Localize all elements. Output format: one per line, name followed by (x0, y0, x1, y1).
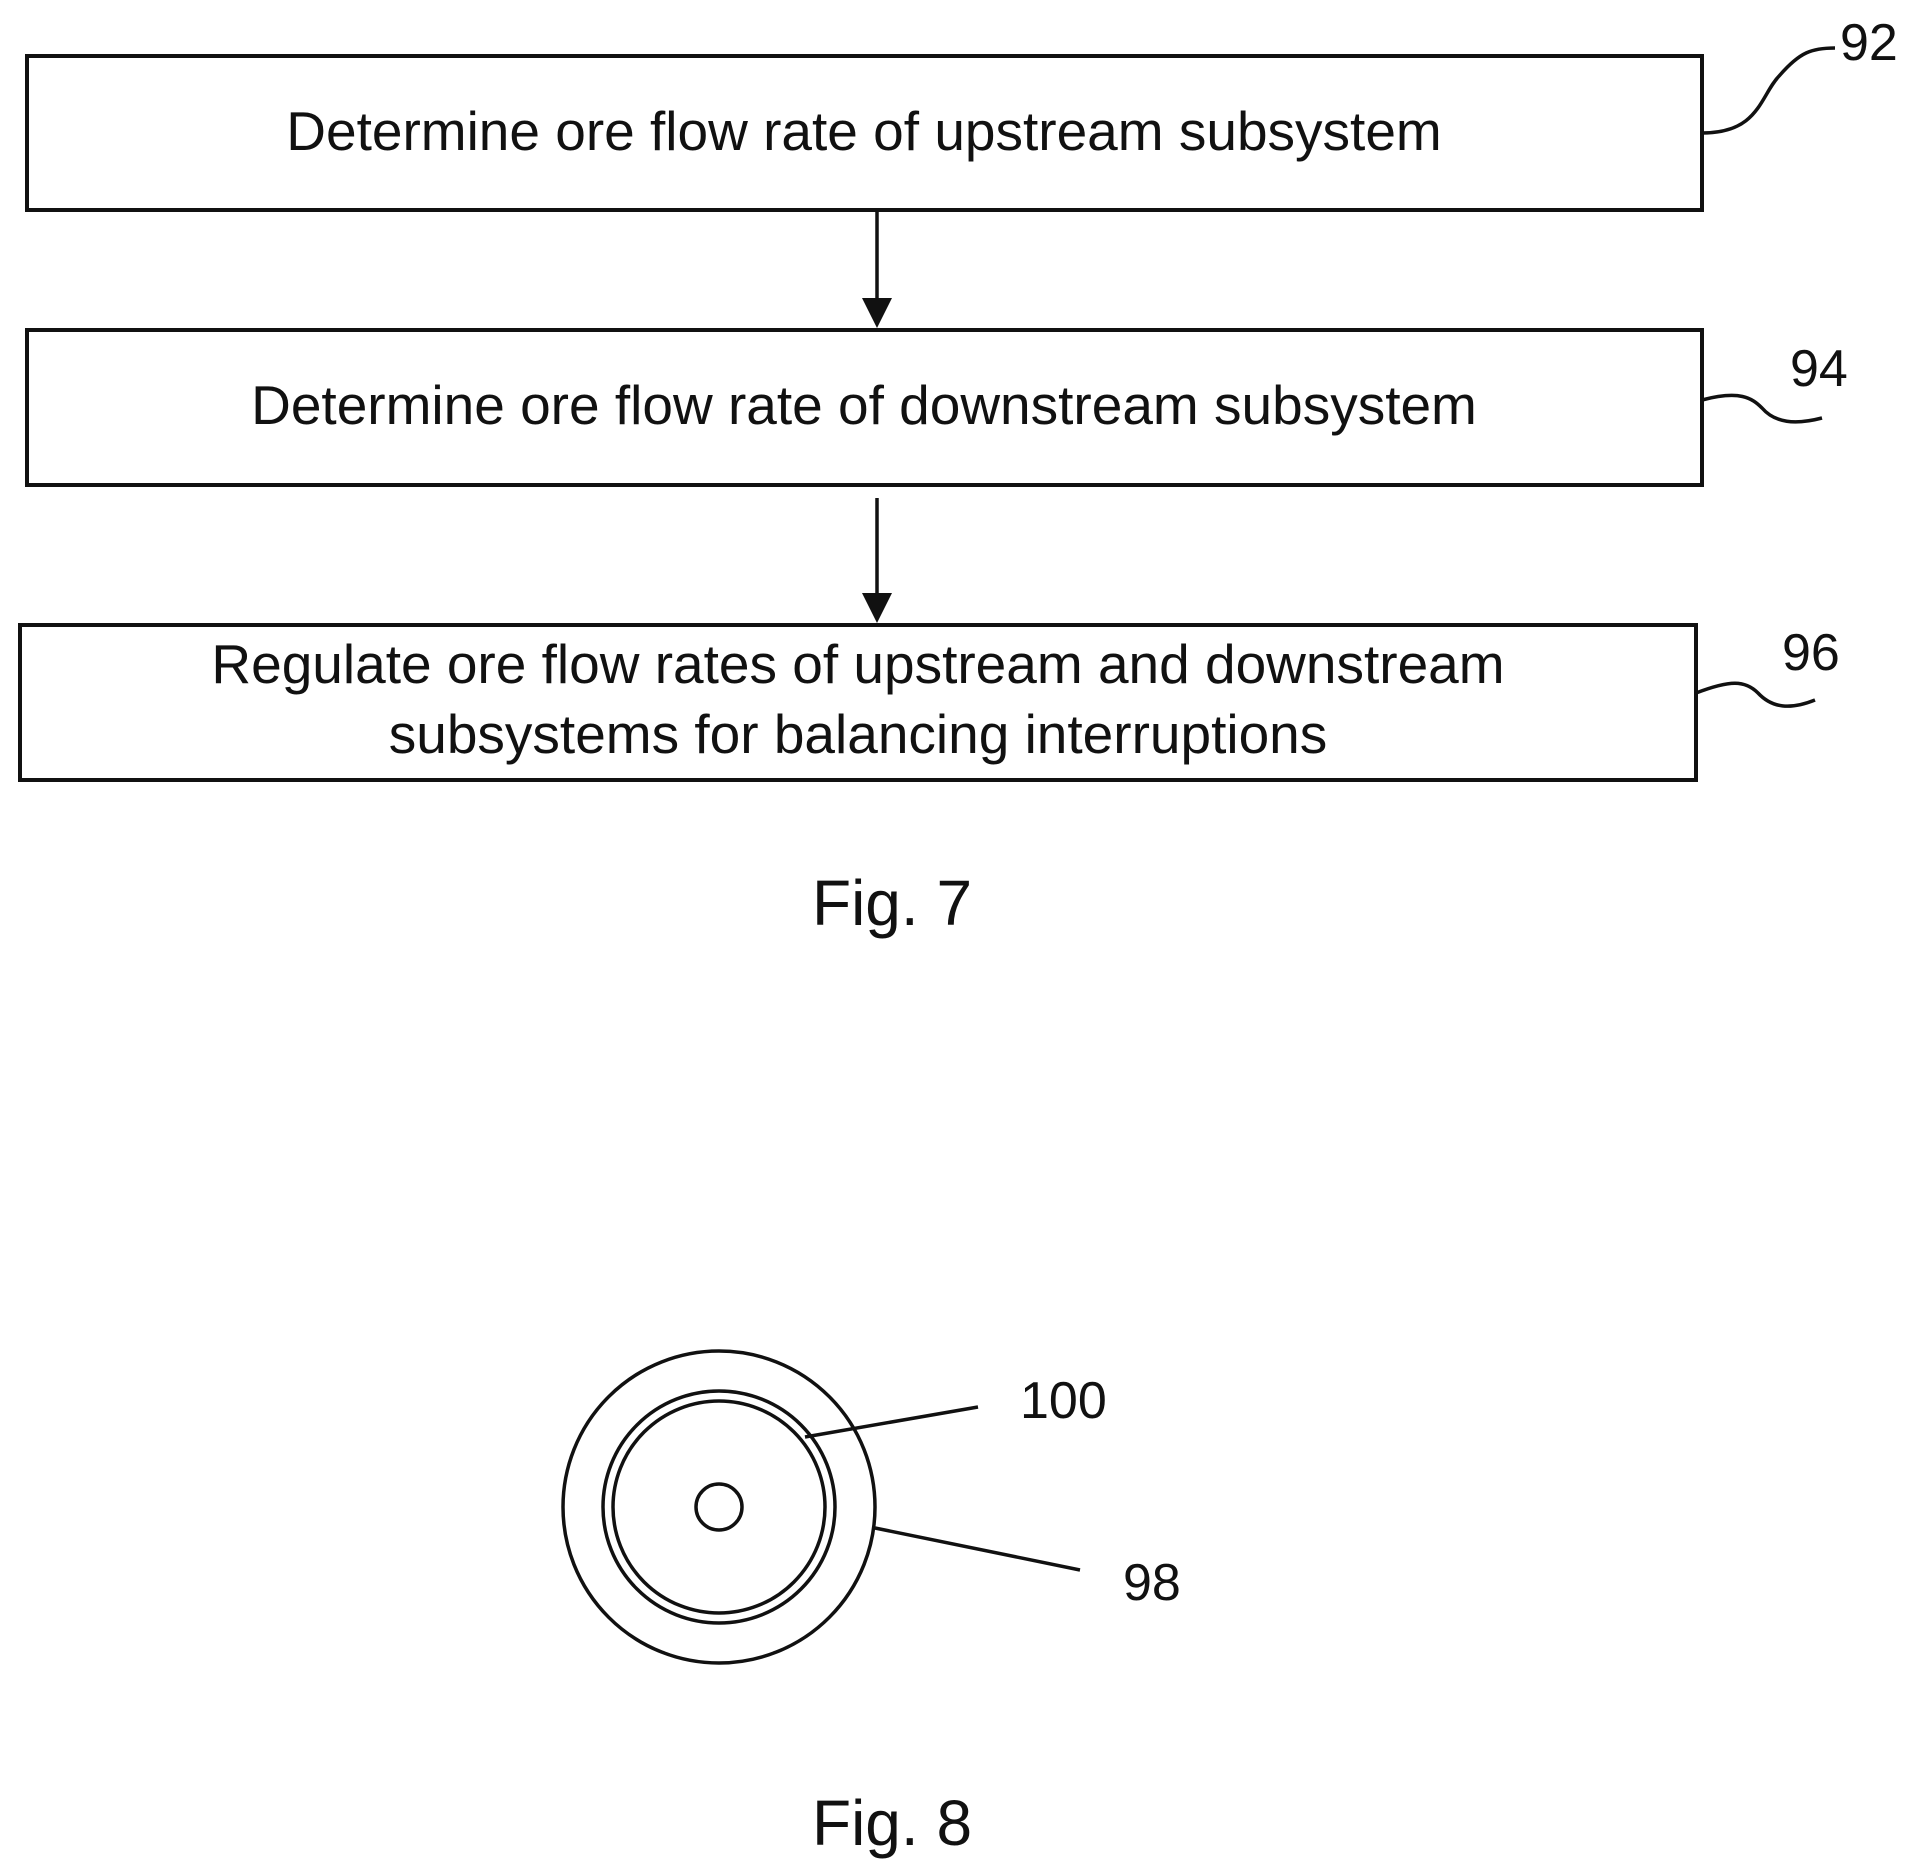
step-94-text: Determine ore flow rate of downstream su… (251, 374, 1477, 436)
ref-96-label: 96 (1782, 624, 1840, 682)
fig8-cross-section: 100 98 Fig. 8 (563, 1351, 1181, 1859)
fig7-flowchart: Determine ore flow rate of upstream subs… (20, 14, 1898, 939)
step-96-text-line1: Regulate ore flow rates of upstream and … (211, 633, 1504, 695)
ref-92-label: 92 (1840, 14, 1898, 72)
middle-ring-100-inner (613, 1401, 825, 1613)
ref-98-label: 98 (1123, 1554, 1181, 1612)
ref-94-label: 94 (1790, 340, 1848, 398)
ref-100-label: 100 (1020, 1372, 1107, 1430)
fig8-caption: Fig. 8 (812, 1787, 972, 1859)
step-92-text: Determine ore flow rate of upstream subs… (286, 100, 1441, 162)
step-96: Regulate ore flow rates of upstream and … (20, 624, 1840, 780)
arrow-94-to-96 (862, 498, 892, 623)
center-hole (696, 1484, 742, 1530)
outer-ring-98 (563, 1351, 875, 1663)
step-96-text-line2: subsystems for balancing interruptions (389, 703, 1328, 765)
leader-98 (875, 1528, 1080, 1570)
leader-100 (805, 1407, 978, 1437)
step-94-leader (1702, 395, 1822, 421)
step-92: Determine ore flow rate of upstream subs… (27, 14, 1898, 210)
step-94: Determine ore flow rate of downstream su… (27, 330, 1848, 485)
arrow-92-to-94 (862, 212, 892, 328)
middle-ring-100-outer (603, 1391, 835, 1623)
fig7-caption: Fig. 7 (812, 867, 972, 939)
step-92-leader (1702, 48, 1835, 133)
step-96-leader (1696, 683, 1815, 706)
